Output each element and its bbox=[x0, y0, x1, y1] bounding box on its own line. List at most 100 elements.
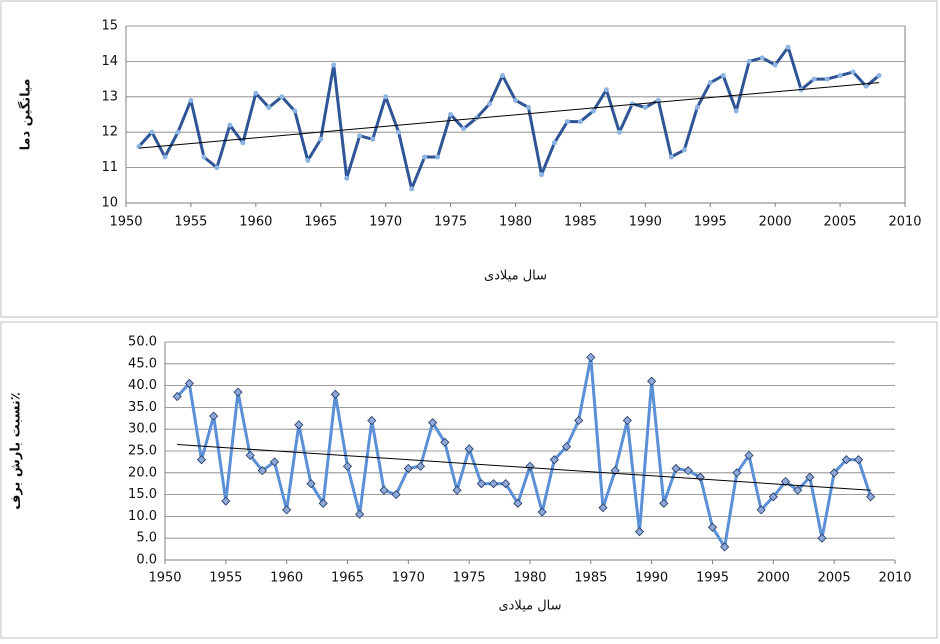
marker bbox=[435, 154, 441, 160]
marker bbox=[610, 466, 620, 476]
x-tick-label: 2005 bbox=[818, 571, 851, 586]
marker bbox=[214, 165, 220, 171]
marker bbox=[603, 87, 609, 93]
marker bbox=[448, 112, 454, 117]
marker bbox=[793, 485, 803, 495]
y-tick-label: 40.0 bbox=[128, 378, 157, 393]
y-tick-label: 12 bbox=[101, 125, 118, 140]
marker bbox=[196, 455, 207, 465]
marker bbox=[440, 437, 450, 447]
marker bbox=[720, 73, 726, 79]
x-tick-label: 1995 bbox=[694, 215, 727, 230]
marker bbox=[598, 503, 608, 513]
marker bbox=[683, 466, 693, 476]
y-tick-label: 50.0 bbox=[128, 335, 157, 350]
marker bbox=[829, 468, 839, 478]
marker bbox=[785, 44, 791, 50]
marker bbox=[694, 104, 700, 110]
y-tick-label: 25.0 bbox=[128, 444, 157, 459]
marker bbox=[245, 450, 255, 460]
x-tick-label: 1975 bbox=[453, 571, 486, 586]
marker bbox=[344, 175, 350, 181]
x-axis-label: سال میلادی bbox=[498, 599, 561, 614]
data-line bbox=[137, 45, 880, 191]
marker bbox=[671, 463, 681, 474]
marker bbox=[233, 387, 243, 397]
y-tick-label: 20.0 bbox=[128, 465, 157, 480]
marker bbox=[759, 55, 765, 61]
marker bbox=[501, 479, 511, 489]
x-tick-label: 2000 bbox=[759, 215, 792, 230]
marker bbox=[850, 69, 856, 75]
marker bbox=[149, 129, 155, 135]
marker bbox=[488, 479, 499, 489]
marker bbox=[863, 83, 869, 89]
marker bbox=[768, 492, 778, 502]
x-tick-label: 1980 bbox=[513, 571, 546, 586]
marker bbox=[221, 496, 231, 506]
marker bbox=[707, 522, 718, 532]
marker bbox=[282, 505, 292, 515]
x-tick-label: 1990 bbox=[629, 215, 662, 230]
x-tick-label: 2010 bbox=[888, 215, 921, 230]
y-tick-label: 10.0 bbox=[128, 509, 157, 524]
marker bbox=[817, 533, 827, 543]
marker bbox=[744, 450, 754, 460]
x-tick-label: 2000 bbox=[757, 571, 790, 586]
marker bbox=[279, 94, 285, 100]
x-tick-label: 1985 bbox=[564, 215, 597, 230]
marker bbox=[428, 418, 438, 428]
marker bbox=[634, 527, 645, 537]
y-tick-label: 30.0 bbox=[128, 422, 157, 437]
marker bbox=[659, 498, 669, 508]
y-tick-label: 10 bbox=[101, 196, 118, 211]
top-panel bbox=[0, 0, 938, 318]
bottom-panel bbox=[0, 321, 938, 639]
marker bbox=[330, 389, 340, 399]
marker bbox=[269, 457, 280, 467]
marker bbox=[452, 485, 462, 495]
marker bbox=[561, 442, 572, 452]
marker bbox=[756, 505, 766, 515]
marker bbox=[668, 154, 674, 160]
x-tick-label: 2010 bbox=[878, 571, 911, 586]
x-tick-label: 1985 bbox=[574, 571, 607, 586]
marker bbox=[306, 479, 316, 489]
x-tick-label: 1970 bbox=[392, 571, 425, 586]
y-tick-label: 14 bbox=[101, 54, 118, 69]
marker bbox=[292, 108, 298, 114]
marker bbox=[240, 140, 246, 146]
y-tick-label: 11 bbox=[101, 160, 118, 175]
marker bbox=[772, 62, 778, 68]
marker bbox=[780, 476, 791, 487]
marker bbox=[294, 420, 304, 430]
x-tick-label: 1970 bbox=[369, 215, 402, 230]
marker bbox=[733, 108, 739, 114]
marker bbox=[355, 509, 365, 519]
marker bbox=[853, 455, 864, 465]
marker bbox=[642, 104, 648, 110]
marker bbox=[162, 154, 168, 160]
trend-line bbox=[177, 443, 871, 491]
marker bbox=[188, 97, 194, 103]
x-tick-label: 1980 bbox=[499, 215, 532, 230]
marker bbox=[172, 391, 182, 402]
marker bbox=[551, 140, 557, 146]
y-tick-label: 35.0 bbox=[128, 400, 157, 415]
marker bbox=[461, 126, 467, 132]
marker bbox=[549, 455, 559, 465]
marker bbox=[487, 101, 493, 107]
marker bbox=[175, 129, 181, 135]
marker bbox=[586, 352, 596, 362]
marker bbox=[746, 58, 752, 64]
marker bbox=[396, 129, 402, 135]
marker bbox=[305, 158, 311, 164]
marker bbox=[841, 455, 851, 465]
marker bbox=[811, 76, 817, 82]
x-tick-label: 1955 bbox=[209, 571, 242, 586]
y-tick-label: 15 bbox=[101, 19, 118, 34]
marker bbox=[513, 97, 518, 103]
y-axis-label: نسبت بارش برف٪ bbox=[9, 392, 24, 509]
marker bbox=[622, 415, 632, 426]
marker bbox=[525, 104, 531, 110]
